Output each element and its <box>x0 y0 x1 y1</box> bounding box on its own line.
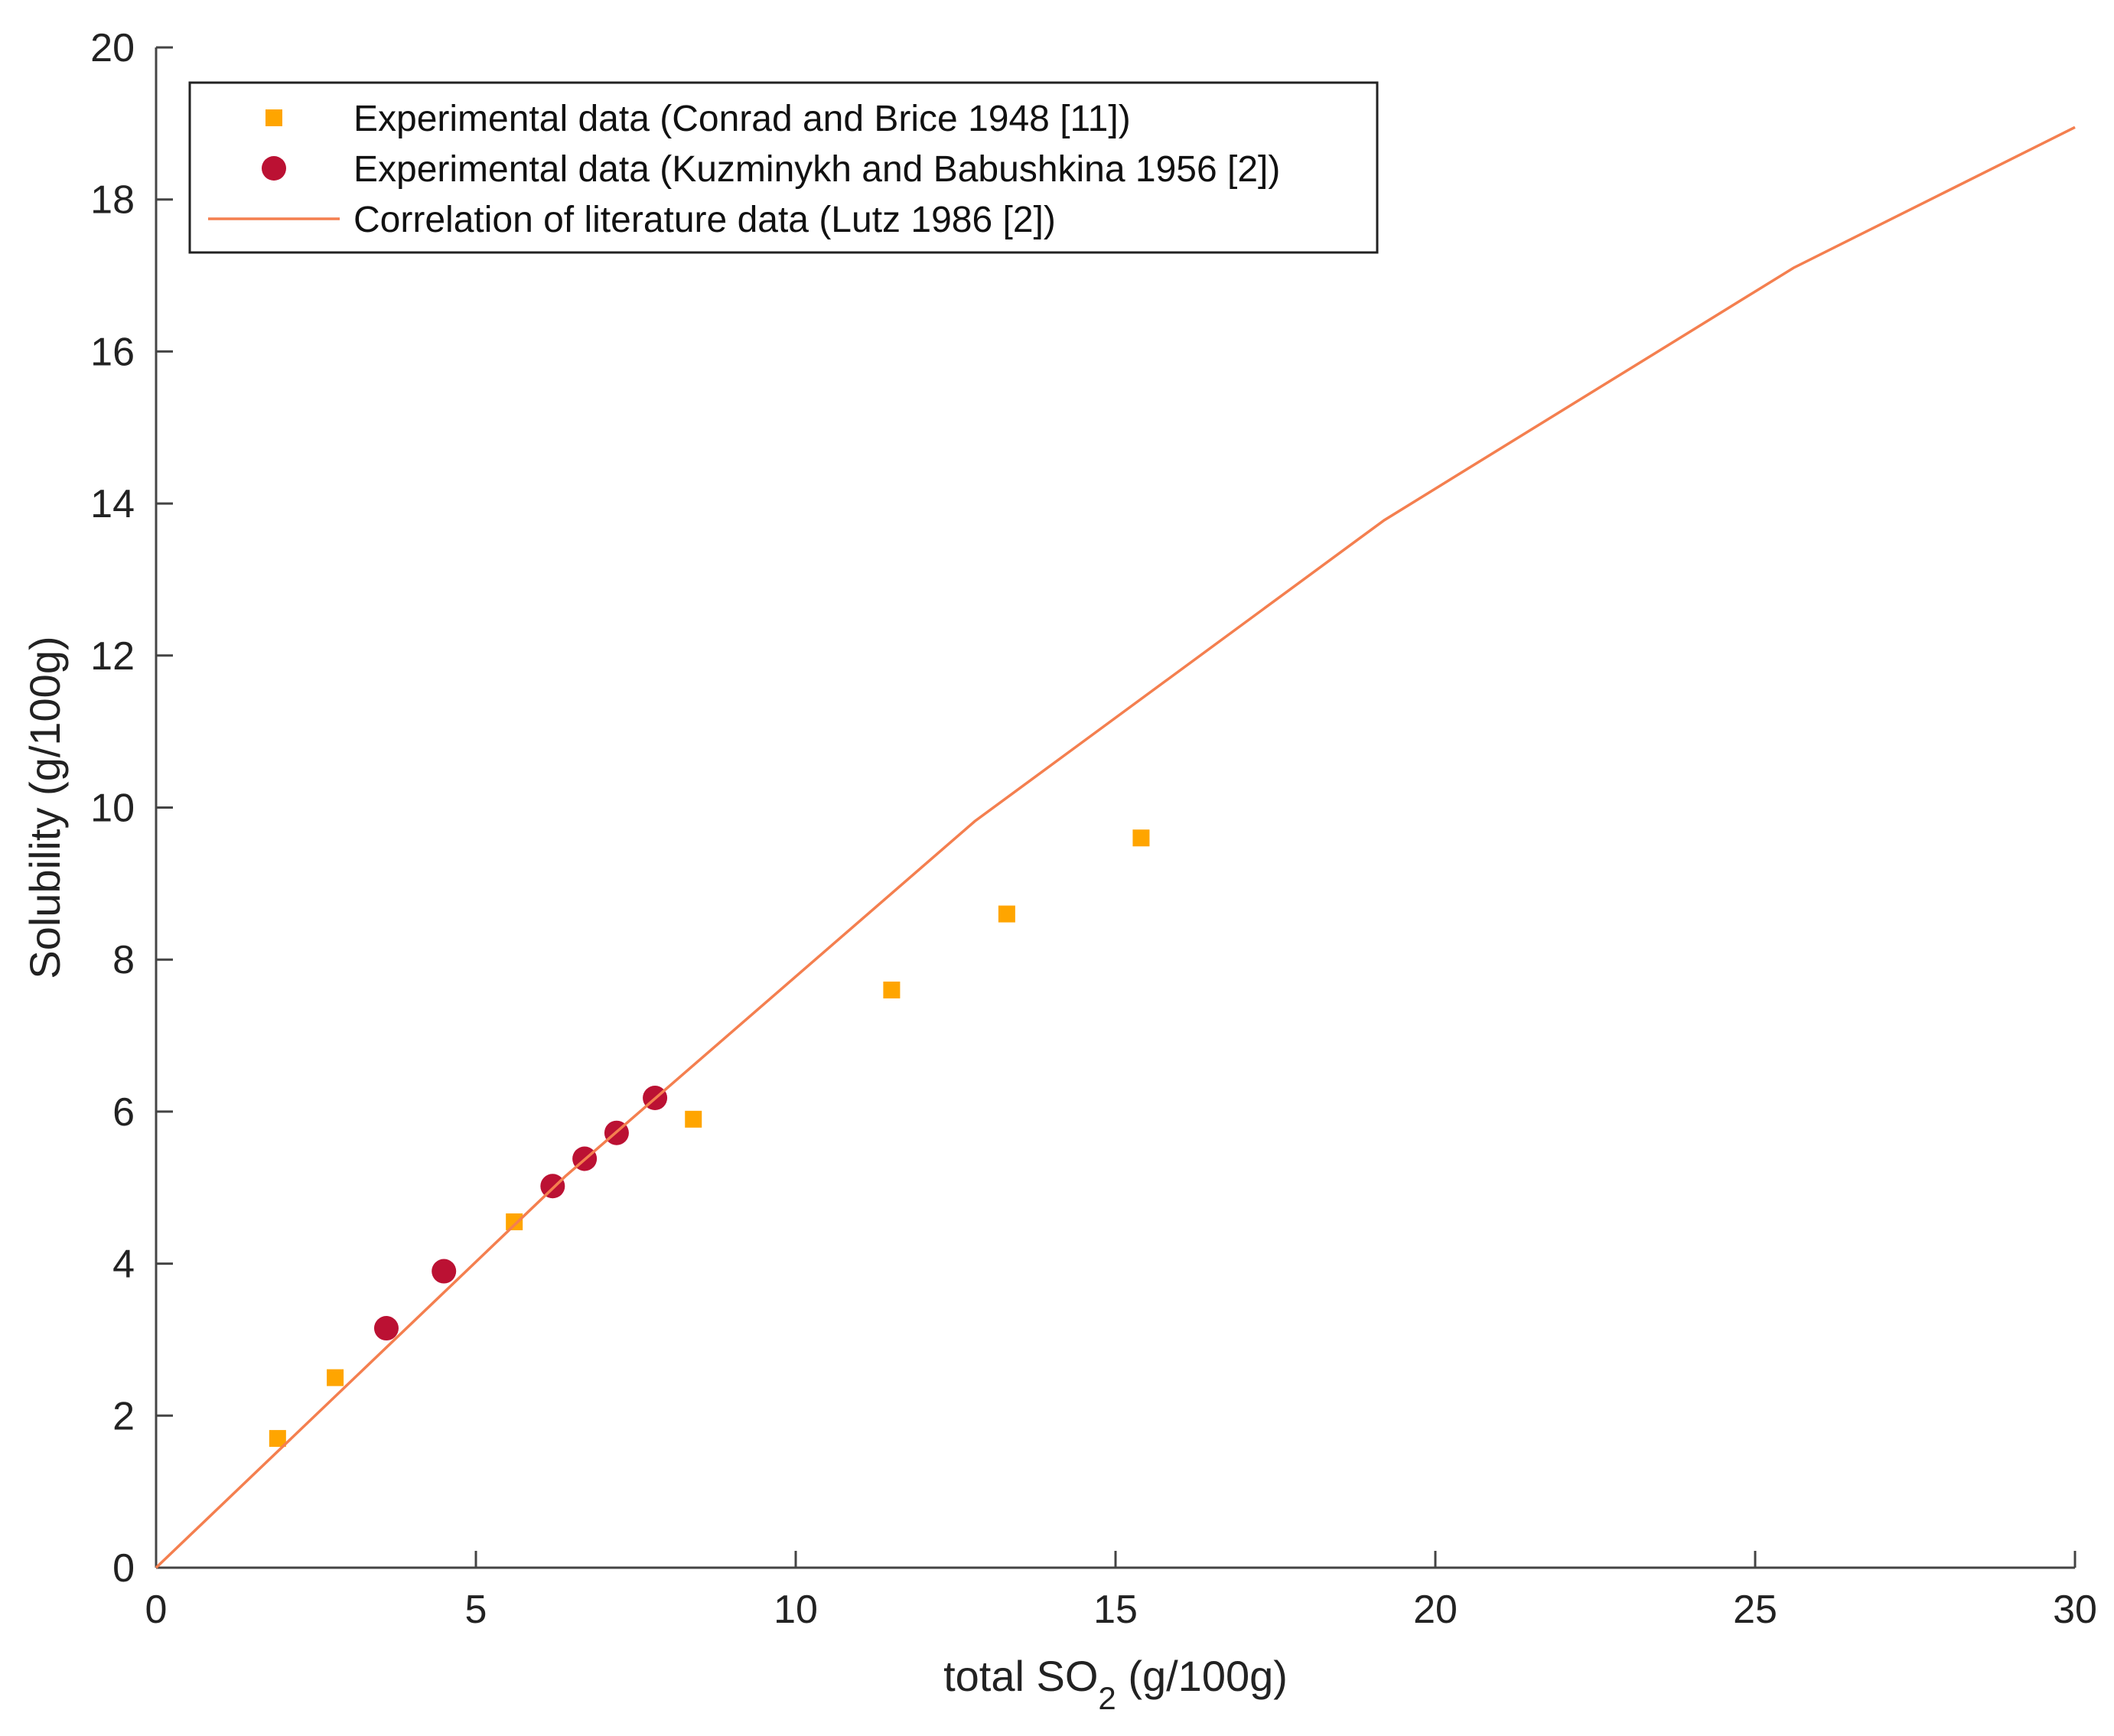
y-axis-title: Solubility (g/100g) <box>21 636 69 979</box>
data-point-circle <box>432 1259 457 1284</box>
y-tick-label: 18 <box>90 178 135 223</box>
series-1 <box>269 829 1150 1448</box>
y-tick-label: 14 <box>90 482 135 526</box>
legend-entry-label: Experimental data (Conrad and Brice 1948… <box>353 99 1131 139</box>
y-tick-label: 10 <box>90 787 135 831</box>
series-2 <box>373 1086 668 1341</box>
x-tick-label: 20 <box>1413 1588 1458 1632</box>
data-point-square <box>1132 829 1150 847</box>
x-axis-title: total SO2 (g/100g) <box>943 1652 1288 1716</box>
legend-box <box>188 81 1379 254</box>
data-point-square <box>883 981 901 998</box>
y-tick-label: 16 <box>90 330 135 374</box>
data-point-square <box>269 1430 286 1448</box>
x-tick-label: 0 <box>145 1588 168 1632</box>
data-point-circle <box>540 1174 565 1199</box>
correlation-line <box>155 125 2076 1569</box>
y-tick-label: 2 <box>112 1394 135 1438</box>
y-tick-label: 20 <box>90 26 135 70</box>
axes: 0 5 10 15 20 25 30 0 2 4 6 8 10 12 14 16 18 20 <box>90 26 2097 1632</box>
x-axis-title-subscript: 2 <box>1098 1680 1116 1716</box>
x-tick-label: 25 <box>1733 1588 1777 1632</box>
y-tick-label: 6 <box>112 1090 135 1135</box>
data-point-square <box>685 1110 702 1128</box>
legend-entry-label: Correlation of literature data (Lutz 198… <box>353 200 1056 240</box>
legend-entry-label: Experimental data (Kuzminykh and Babushk… <box>353 149 1280 190</box>
legend: Experimental data (Conrad and Brice 1948… <box>188 81 1379 254</box>
y-tick-label: 8 <box>112 938 135 982</box>
data-point-square <box>327 1369 344 1386</box>
x-tick-label: 15 <box>1093 1588 1138 1632</box>
legend-square-swatch <box>265 109 282 126</box>
x-tick-label: 10 <box>774 1588 818 1632</box>
y-tick-label: 0 <box>112 1546 135 1591</box>
legend-circle-swatch <box>262 156 286 181</box>
y-tick-label: 4 <box>112 1243 135 1287</box>
x-axis-title-main: total SO <box>943 1652 1098 1700</box>
data-point-square <box>998 905 1015 923</box>
x-tick-label: 30 <box>2053 1588 2097 1632</box>
data-point-square <box>506 1213 523 1230</box>
x-axis-title-unit: (g/100g) <box>1116 1652 1288 1700</box>
y-tick-label: 12 <box>90 634 135 679</box>
series-layer <box>155 125 2076 1569</box>
x-tick-label: 5 <box>465 1588 487 1632</box>
series-3 <box>155 125 2076 1569</box>
data-point-circle <box>373 1316 399 1341</box>
